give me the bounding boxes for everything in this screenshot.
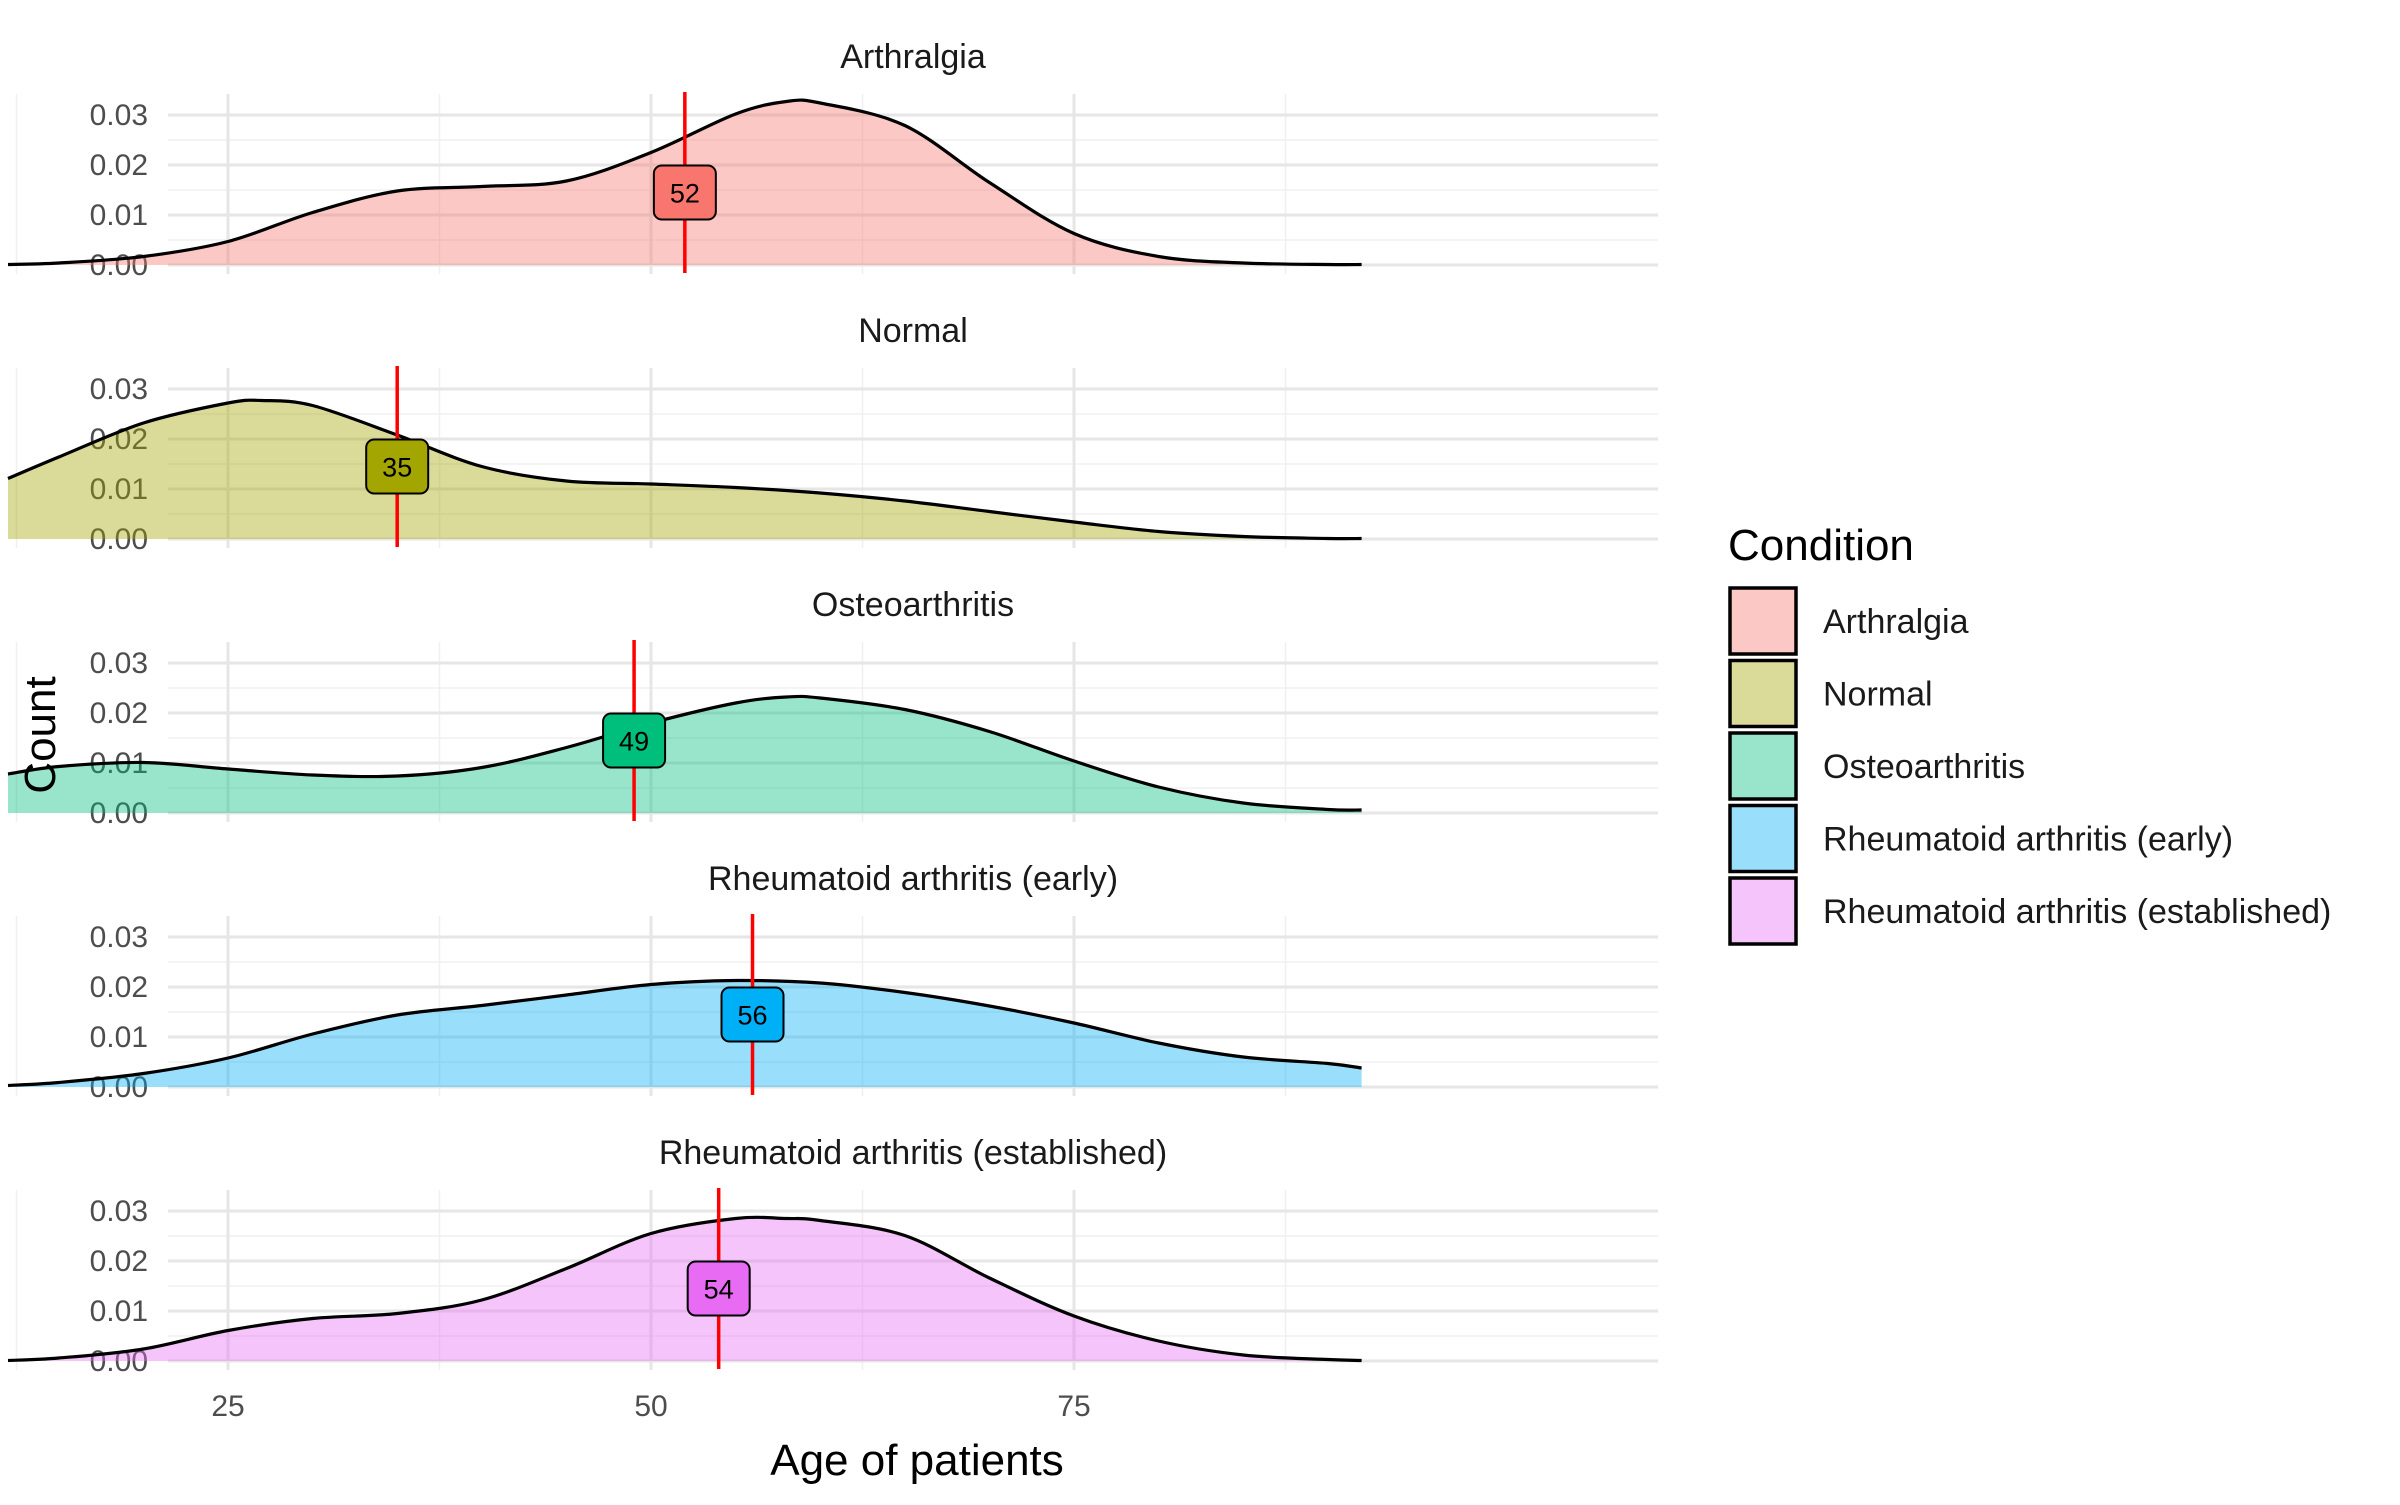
density-area (8, 400, 1362, 539)
y-tick-label: 0.03 (90, 1195, 148, 1228)
legend-item: Osteoarthritis (1730, 733, 2025, 799)
x-tick-label: 75 (1057, 1390, 1090, 1423)
legend: Condition Arthralgia Normal Osteoarthritis… (1728, 521, 2331, 944)
x-axis-title: Age of patients (770, 1436, 1064, 1485)
legend-key (1730, 733, 1796, 799)
x-tick-label: 50 (634, 1390, 667, 1423)
median-label: 52 (670, 179, 700, 209)
legend-label: Osteoarthritis (1823, 748, 2025, 786)
density-area (8, 980, 1362, 1087)
y-tick-label: 0.03 (90, 921, 148, 954)
legend-key (1730, 878, 1796, 944)
legend-label: Arthralgia (1823, 603, 1969, 641)
facet-title: Arthralgia (840, 38, 986, 76)
facet-title: Normal (858, 312, 968, 350)
y-axis-title: Count (16, 676, 65, 793)
median-label: 54 (704, 1275, 734, 1305)
median-label: 49 (619, 727, 649, 757)
legend-label: Rheumatoid arthritis (established) (1823, 893, 2331, 931)
legend-key (1730, 588, 1796, 654)
legend-key (1730, 661, 1796, 727)
y-tick-label: 0.00 (90, 249, 148, 282)
facet-title: Osteoarthritis (812, 586, 1014, 624)
y-tick-label: 0.03 (90, 99, 148, 132)
median-label: 56 (737, 1001, 767, 1031)
y-tick-label: 0.01 (90, 199, 148, 232)
median-label: 35 (382, 453, 412, 483)
legend-label: Rheumatoid arthritis (early) (1823, 821, 2233, 859)
legend-key (1730, 806, 1796, 872)
legend-item: Rheumatoid arthritis (established) (1730, 878, 2331, 944)
y-tick-label: 0.02 (90, 1245, 148, 1278)
y-tick-label: 0.01 (90, 1295, 148, 1328)
legend-item: Rheumatoid arthritis (early) (1730, 806, 2233, 872)
facet-title: Rheumatoid arthritis (early) (708, 860, 1118, 898)
y-tick-label: 0.02 (90, 971, 148, 1004)
y-tick-label: 0.01 (90, 1021, 148, 1054)
legend-label: Normal (1823, 676, 1933, 714)
y-tick-label: 0.02 (90, 697, 148, 730)
panels: 0.00 0.01 0.02 0.03 Arthralgia 520.00 0.01 0.02… (8, 38, 1658, 1423)
legend-title: Condition (1728, 521, 1914, 570)
legend-item: Arthralgia (1730, 588, 1969, 654)
x-tick-label: 25 (211, 1390, 244, 1423)
y-tick-label: 0.03 (90, 373, 148, 406)
y-tick-label: 0.03 (90, 647, 148, 680)
facet-panel: 0.00 0.01 0.02 0.03 Arthralgia 52 (8, 38, 1658, 282)
facet-title: Rheumatoid arthritis (established) (659, 1134, 1167, 1172)
y-tick-label: 0.02 (90, 149, 148, 182)
legend-item: Normal (1730, 661, 1933, 727)
